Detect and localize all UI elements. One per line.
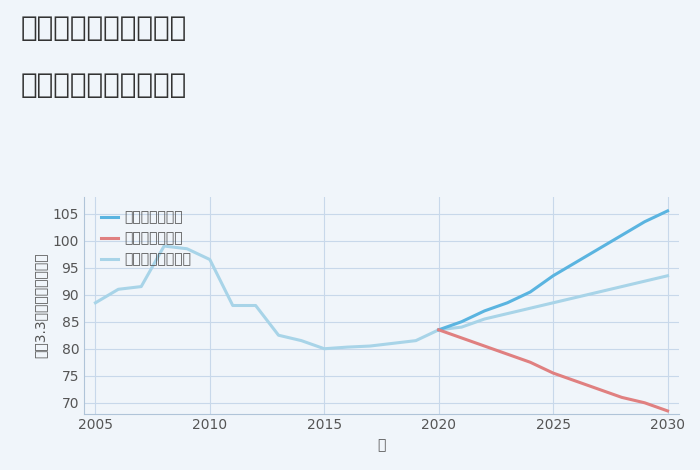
バッドシナリオ: [595, 386, 603, 392]
バッドシナリオ: [503, 352, 512, 357]
グッドシナリオ: [617, 233, 626, 238]
ノーマルシナリオ: [457, 324, 466, 330]
グッドシナリオ: [549, 273, 557, 279]
バッドシナリオ: [572, 378, 580, 384]
ノーマルシナリオ: [549, 300, 557, 306]
ノーマルシナリオ: [617, 284, 626, 290]
ノーマルシナリオ: [640, 278, 649, 284]
ノーマルシナリオ: [595, 289, 603, 295]
グッドシナリオ: [503, 300, 512, 306]
グッドシナリオ: [572, 259, 580, 265]
バッドシナリオ: [457, 335, 466, 341]
バッドシナリオ: [526, 360, 535, 365]
Line: バッドシナリオ: バッドシナリオ: [439, 330, 668, 411]
Text: 大阪府富田林市龍泉の: 大阪府富田林市龍泉の: [21, 14, 188, 42]
ノーマルシナリオ: [480, 316, 489, 322]
Text: 中古戸建ての価格推移: 中古戸建ての価格推移: [21, 70, 188, 99]
グッドシナリオ: [595, 246, 603, 251]
グッドシナリオ: [457, 319, 466, 325]
Line: グッドシナリオ: グッドシナリオ: [439, 211, 668, 330]
ノーマルシナリオ: [572, 295, 580, 300]
Line: ノーマルシナリオ: ノーマルシナリオ: [439, 276, 668, 330]
バッドシナリオ: [640, 400, 649, 406]
ノーマルシナリオ: [503, 311, 512, 316]
ノーマルシナリオ: [435, 327, 443, 333]
バッドシナリオ: [435, 327, 443, 333]
X-axis label: 年: 年: [377, 438, 386, 452]
グッドシナリオ: [435, 327, 443, 333]
バッドシナリオ: [549, 370, 557, 376]
Y-axis label: 坪（3.3㎡）単価（万円）: 坪（3.3㎡）単価（万円）: [33, 253, 47, 358]
バッドシナリオ: [664, 408, 672, 414]
グッドシナリオ: [480, 308, 489, 314]
ノーマルシナリオ: [664, 273, 672, 279]
グッドシナリオ: [664, 208, 672, 214]
Legend: グッドシナリオ, バッドシナリオ, ノーマルシナリオ: グッドシナリオ, バッドシナリオ, ノーマルシナリオ: [97, 206, 196, 271]
グッドシナリオ: [526, 289, 535, 295]
ノーマルシナリオ: [526, 306, 535, 311]
グッドシナリオ: [640, 219, 649, 225]
バッドシナリオ: [480, 343, 489, 349]
バッドシナリオ: [617, 395, 626, 400]
